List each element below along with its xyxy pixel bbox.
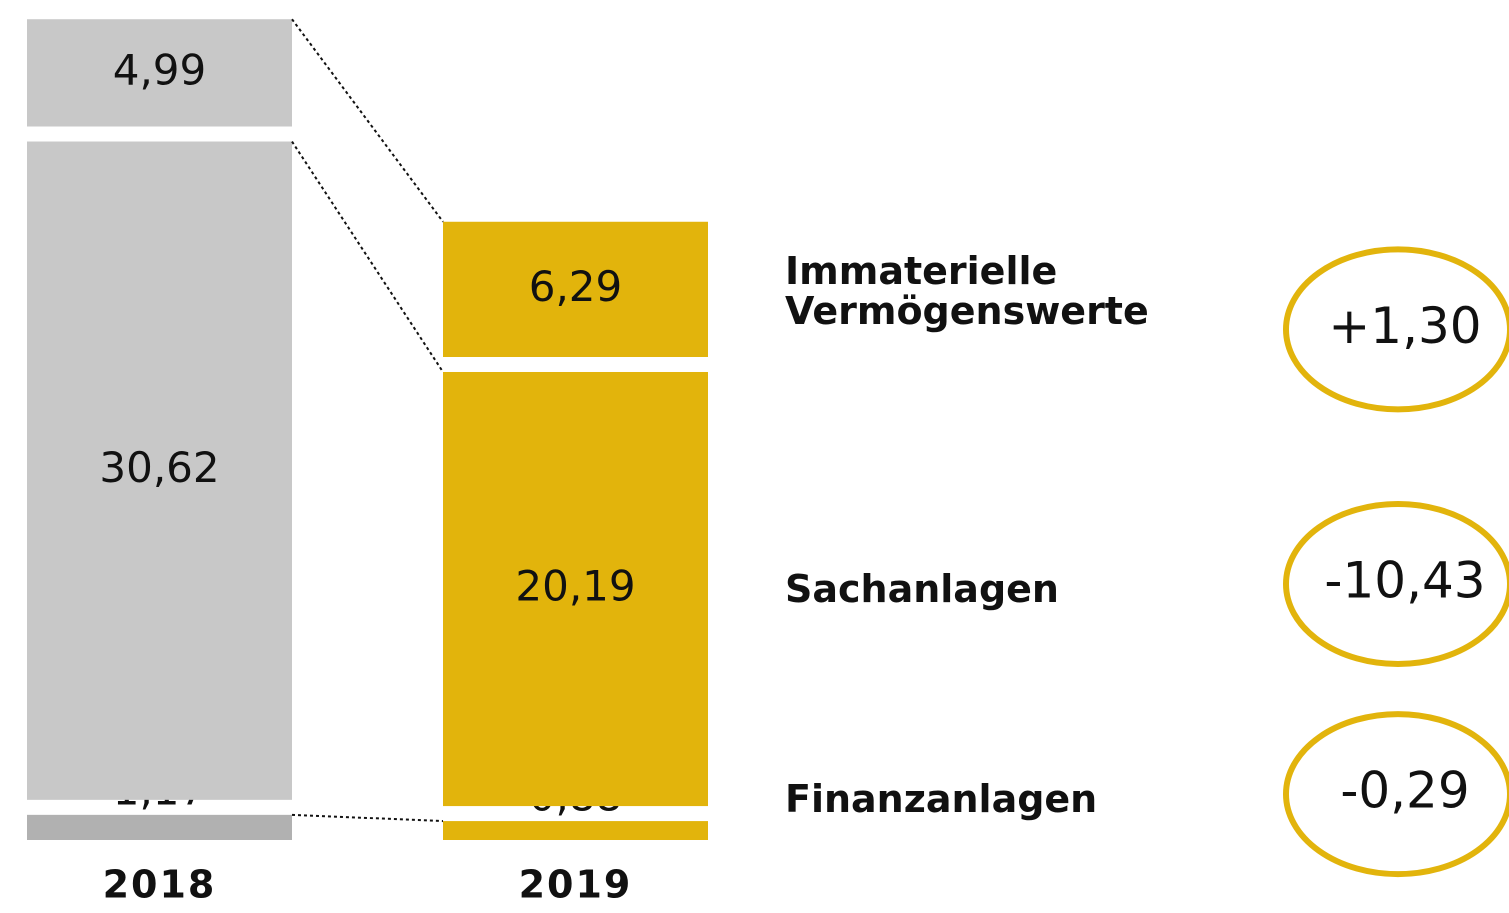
bar-segment xyxy=(27,19,292,127)
value-label: 30,62 xyxy=(99,443,219,492)
value-label: 4,99 xyxy=(113,45,207,94)
bar-segment xyxy=(443,821,708,840)
connector xyxy=(291,18,444,223)
connector xyxy=(291,813,444,823)
change-ellipse xyxy=(1283,711,1509,878)
legend-label: Immaterielle Vermögenswerte xyxy=(785,249,1149,334)
legend-label: Sachanlagen xyxy=(785,567,1059,612)
legend-label: Finanzanlagen xyxy=(785,777,1098,822)
bar-segment xyxy=(443,221,708,357)
change-label: -0,29 xyxy=(1340,762,1469,820)
x-tick-label: 2019 xyxy=(519,863,633,907)
x-tick-label: 2018 xyxy=(103,863,217,907)
bar-segment xyxy=(27,814,292,840)
value-label: 20,19 xyxy=(515,562,635,611)
change-label: +1,30 xyxy=(1328,297,1481,355)
bar-segment xyxy=(27,141,292,800)
connector xyxy=(291,140,444,373)
change-ellipse xyxy=(1283,246,1509,413)
change-ellipse xyxy=(1283,501,1509,668)
bar-segment xyxy=(443,371,708,807)
value-label: 6,29 xyxy=(529,262,623,311)
change-label: -10,43 xyxy=(1324,552,1485,610)
